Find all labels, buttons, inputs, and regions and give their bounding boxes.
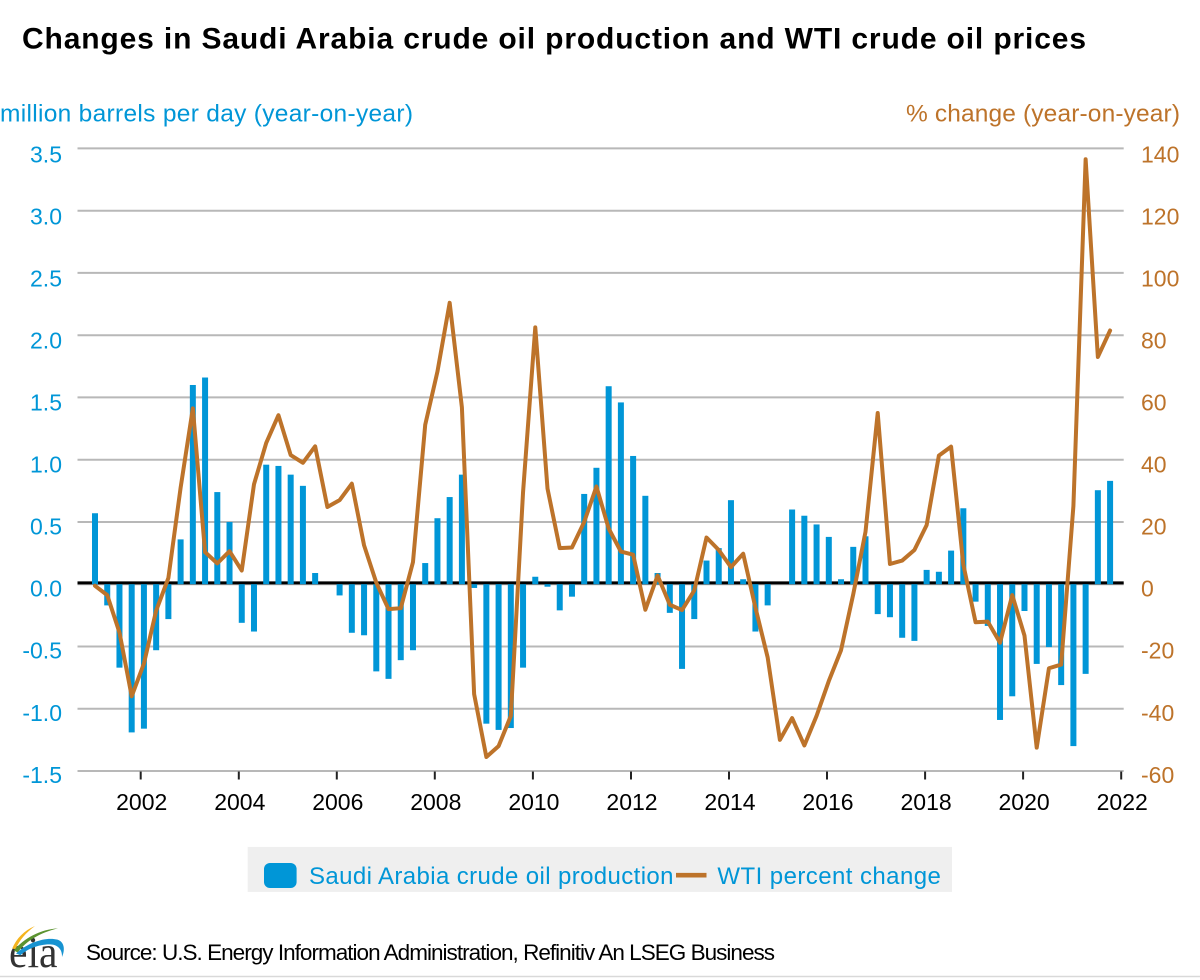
svg-text:2016: 2016 bbox=[802, 789, 853, 815]
svg-text:100: 100 bbox=[1141, 266, 1179, 292]
svg-text:2004: 2004 bbox=[214, 789, 265, 815]
svg-text:2008: 2008 bbox=[410, 789, 461, 815]
svg-text:60: 60 bbox=[1141, 390, 1167, 416]
svg-text:% change (year-on-year): % change (year-on-year) bbox=[906, 101, 1180, 128]
svg-text:million barrels per day (year-: million barrels per day (year-on-year) bbox=[0, 101, 413, 128]
svg-text:2018: 2018 bbox=[901, 789, 952, 815]
svg-text:2010: 2010 bbox=[508, 789, 559, 815]
svg-text:2014: 2014 bbox=[704, 789, 755, 815]
svg-text:20: 20 bbox=[1141, 514, 1167, 540]
svg-text:1.0: 1.0 bbox=[30, 452, 62, 478]
svg-text:0.5: 0.5 bbox=[30, 514, 62, 540]
svg-text:2002: 2002 bbox=[116, 789, 167, 815]
svg-text:-60: -60 bbox=[1141, 762, 1174, 788]
svg-text:80: 80 bbox=[1141, 328, 1167, 354]
svg-text:2012: 2012 bbox=[606, 789, 657, 815]
svg-text:2.5: 2.5 bbox=[30, 266, 62, 292]
svg-text:0: 0 bbox=[1141, 576, 1154, 602]
svg-text:0.0: 0.0 bbox=[30, 576, 62, 602]
svg-text:3.0: 3.0 bbox=[30, 204, 62, 230]
svg-text:-0.5: -0.5 bbox=[22, 638, 62, 664]
svg-text:-1.0: -1.0 bbox=[22, 700, 62, 726]
svg-text:-1.5: -1.5 bbox=[22, 762, 62, 788]
svg-text:140: 140 bbox=[1141, 142, 1179, 168]
svg-text:Changes in Saudi Arabia crude: Changes in Saudi Arabia crude oil produc… bbox=[22, 23, 1086, 56]
svg-text:1.5: 1.5 bbox=[30, 390, 62, 416]
svg-text:2020: 2020 bbox=[999, 789, 1050, 815]
svg-text:2.0: 2.0 bbox=[30, 328, 62, 354]
svg-text:120: 120 bbox=[1141, 204, 1179, 230]
svg-text:3.5: 3.5 bbox=[30, 142, 62, 168]
svg-text:Source: U.S. Energy Informatio: Source: U.S. Energy Information Administ… bbox=[86, 940, 775, 965]
svg-text:40: 40 bbox=[1141, 452, 1167, 478]
svg-text:WTI percent change: WTI percent change bbox=[717, 863, 941, 890]
svg-text:-20: -20 bbox=[1141, 638, 1174, 664]
svg-text:Saudi Arabia crude oil product: Saudi Arabia crude oil production bbox=[309, 863, 674, 890]
svg-text:2006: 2006 bbox=[312, 789, 363, 815]
svg-text:2022: 2022 bbox=[1097, 789, 1148, 815]
svg-text:-40: -40 bbox=[1141, 700, 1174, 726]
